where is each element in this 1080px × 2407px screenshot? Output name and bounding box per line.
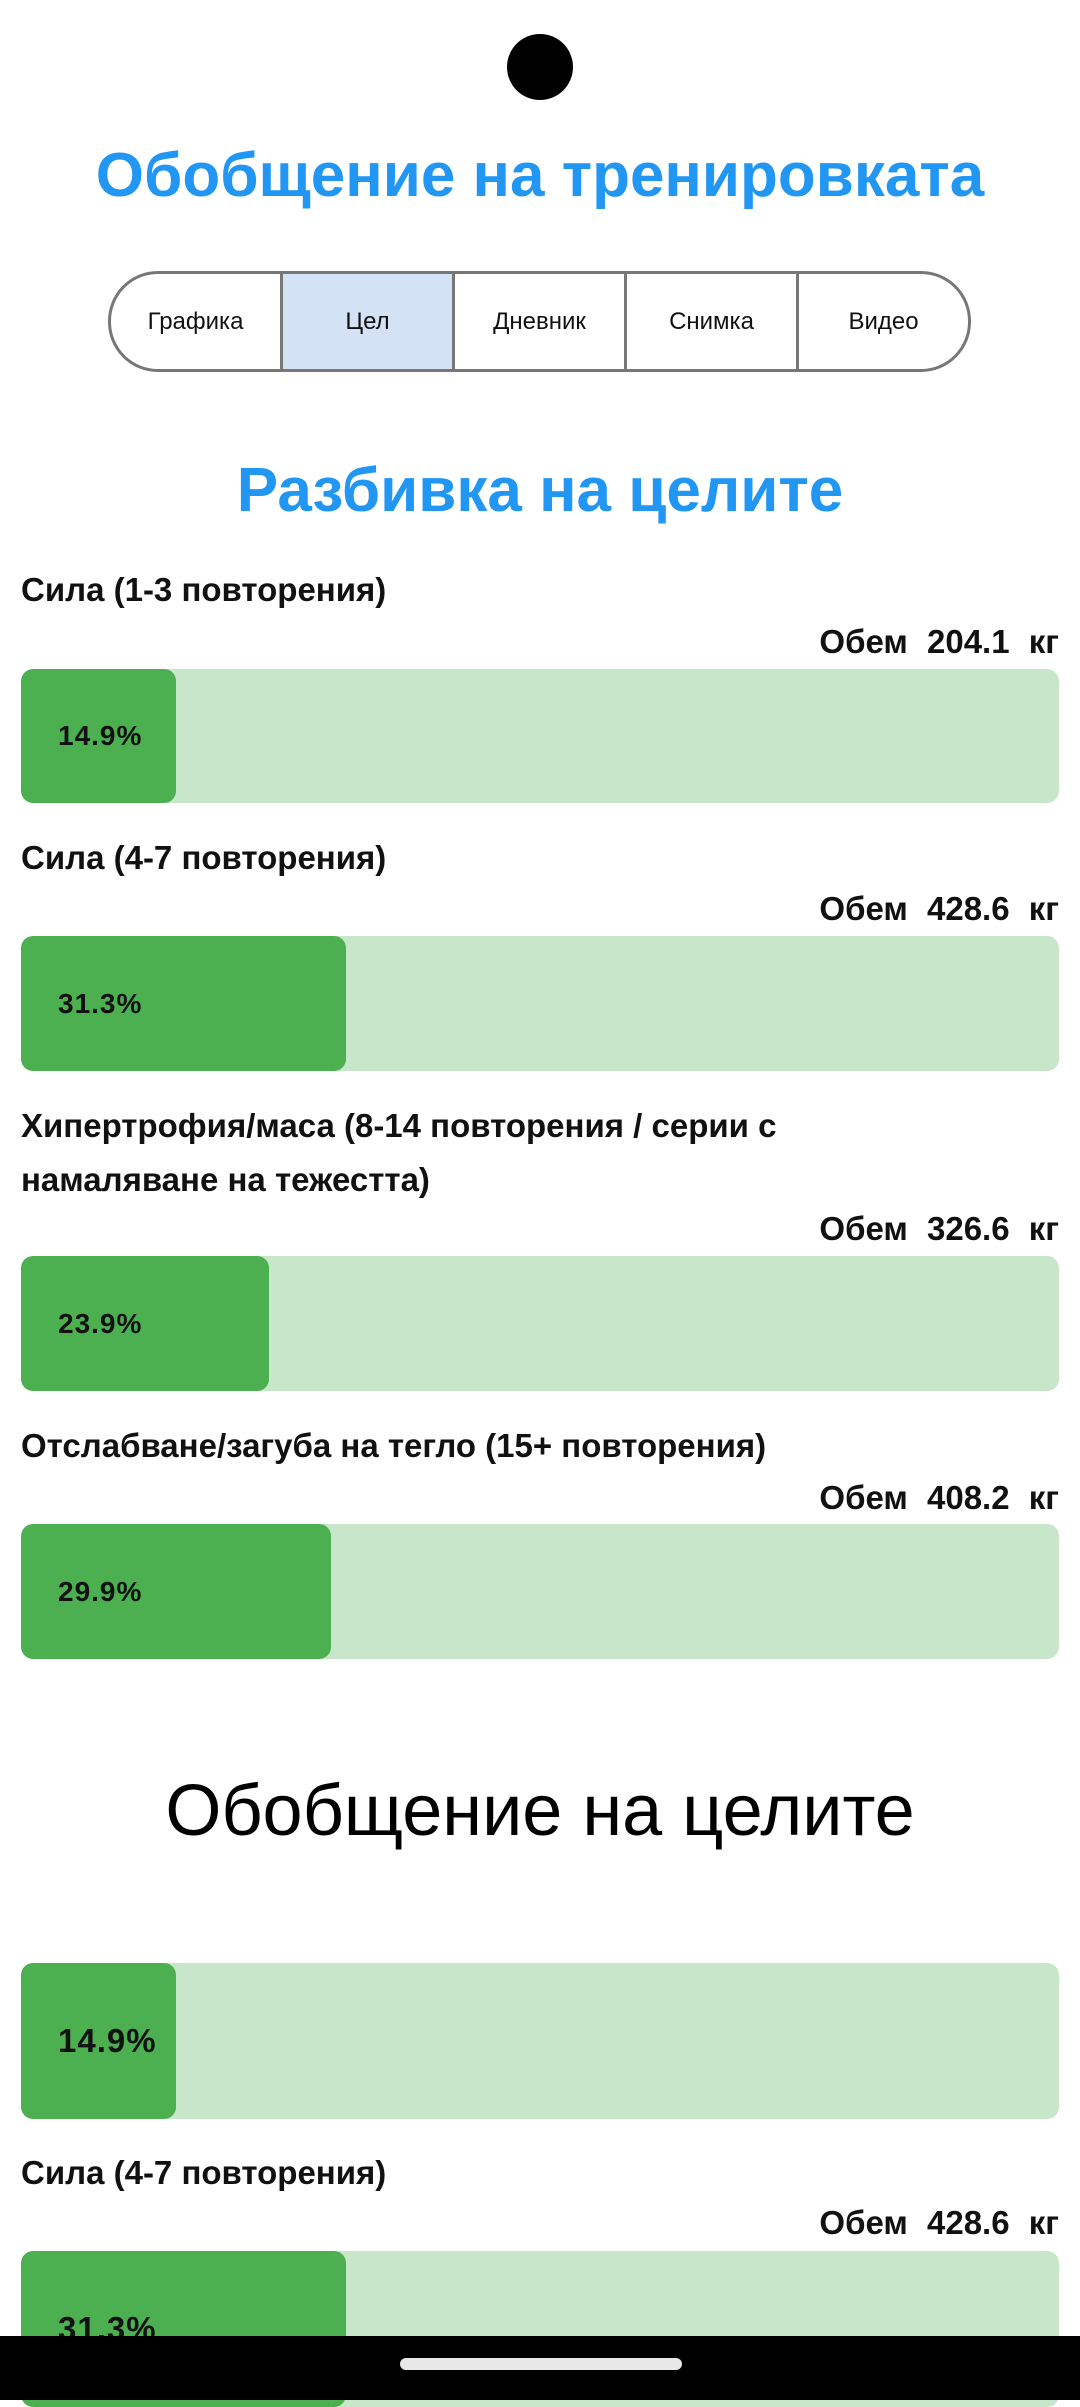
- goal-label: Сила (1-3 повторения): [21, 571, 387, 608]
- volume-value: 204.1 кг: [926, 623, 1059, 660]
- tab-photo[interactable]: Снимка: [624, 274, 796, 369]
- goal-label: Хипертрофия/маса (8-14 повторения / сери…: [21, 1107, 777, 1198]
- volume-label: Обем: [819, 890, 908, 927]
- goal-progress-bar: 31.3%: [21, 936, 1059, 1071]
- breakdown-title: Разбивка на целите: [236, 456, 844, 525]
- tab-log[interactable]: Дневник: [452, 274, 624, 369]
- summary-title: Обобщение на целите: [165, 1771, 915, 1851]
- tab-bar: Графика Цел Дневник Снимка Видео: [108, 271, 971, 372]
- summary-percent: 14.9%: [58, 2022, 157, 2059]
- goal-label: Сила (4-7 повторения): [21, 839, 387, 876]
- goal-progress-bar: 14.9%: [21, 669, 1059, 803]
- progress-fill: [21, 1524, 332, 1659]
- progress-fill: [21, 1256, 270, 1391]
- tab-goal[interactable]: Цел: [280, 274, 452, 369]
- volume-value: 428.6 кг: [926, 2204, 1059, 2241]
- volume-label: Обем: [819, 1210, 908, 1247]
- goal-label: Отслабване/загуба на тегло (15+ повторен…: [21, 1427, 767, 1464]
- progress-fill: [21, 669, 176, 803]
- volume-value: 428.6 кг: [926, 890, 1059, 927]
- goal-percent: 31.3%: [58, 987, 143, 1019]
- goal-volume: Обем 326.6 кг: [819, 1210, 1059, 1248]
- tab-charts[interactable]: Графика: [147, 307, 244, 335]
- goal-percent: 29.9%: [58, 1575, 143, 1607]
- goal-progress-bar: 29.9%: [21, 1524, 1059, 1659]
- summary-label: Сила (4-7 повторения): [21, 2154, 387, 2191]
- goal-percent: 14.9%: [58, 720, 143, 751]
- camera-cutout: [507, 34, 573, 100]
- page-title: Обобщение на тренировката: [95, 141, 985, 210]
- goal-progress-bar: 23.9%: [21, 1256, 1059, 1391]
- summary-volume: Обем 428.6 кг: [819, 2204, 1059, 2242]
- volume-label: Обем: [819, 623, 908, 660]
- volume-value: 408.2 кг: [926, 1479, 1059, 1516]
- goal-volume: Обем 204.1 кг: [819, 623, 1059, 661]
- goal-volume: Обем 408.2 кг: [819, 1479, 1059, 1517]
- progress-fill: [21, 936, 346, 1071]
- summary-progress-bar: 14.9%: [21, 1963, 1059, 2119]
- progress-fill: [21, 1963, 176, 2119]
- volume-label: Обем: [819, 1479, 908, 1516]
- volume-label: Обем: [819, 2204, 908, 2241]
- tab-video[interactable]: Видео: [796, 274, 968, 369]
- volume-value: 326.6 кг: [926, 1210, 1059, 1247]
- goal-percent: 23.9%: [58, 1307, 143, 1339]
- goal-volume: Обем 428.6 кг: [819, 890, 1059, 928]
- home-gesture-handle[interactable]: [400, 2358, 682, 2370]
